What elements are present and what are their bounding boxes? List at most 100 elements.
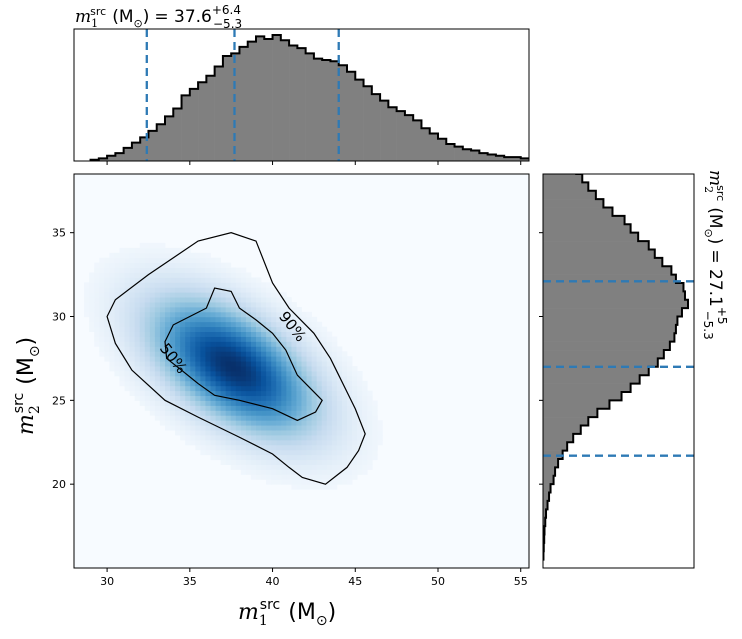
heatmap-cell — [362, 435, 368, 441]
top-hist-bar — [222, 56, 232, 161]
heatmap-cell — [296, 351, 302, 357]
heatmap-cell — [357, 420, 363, 426]
heatmap-cell — [271, 464, 277, 470]
heatmap-cell — [296, 356, 302, 362]
heatmap-cell — [104, 277, 110, 283]
heatmap-cell — [276, 336, 282, 342]
heatmap-cell — [230, 277, 237, 283]
heatmap-cell — [321, 430, 328, 436]
heatmap-cell — [205, 390, 211, 397]
heatmap-cell — [341, 400, 348, 406]
heatmap-cell — [195, 331, 201, 337]
heatmap-cell — [341, 371, 348, 377]
heatmap-cell — [256, 415, 262, 421]
heatmap-cell — [331, 454, 338, 461]
heatmap-cell — [301, 479, 307, 485]
heatmap-cell — [266, 395, 272, 401]
y-tick-label: 25 — [52, 394, 66, 407]
heatmap-cell — [104, 272, 110, 278]
heatmap-cell — [154, 287, 161, 293]
heatmap-cell — [301, 405, 307, 411]
right-hist-bar — [543, 65, 545, 74]
heatmap-cell — [215, 435, 222, 441]
heatmap-cell — [326, 420, 333, 426]
heatmap-cell — [225, 326, 232, 332]
heatmap-cell — [296, 326, 302, 332]
heatmap-cell — [205, 297, 211, 303]
heatmap-cell — [104, 306, 110, 313]
right-hist-bar — [543, 316, 678, 326]
heatmap-cell — [210, 282, 216, 288]
heatmap-cell — [144, 257, 151, 264]
heatmap-cell — [245, 361, 252, 367]
heatmap-cell — [306, 321, 313, 328]
heatmap-cell — [225, 311, 232, 318]
heatmap-cell — [256, 306, 262, 313]
heatmap-cell — [301, 331, 307, 337]
right-hist-bar — [543, 199, 604, 208]
heatmap-cell — [114, 361, 120, 367]
heatmap-cell — [261, 351, 267, 357]
heatmap-cell — [225, 297, 232, 303]
heatmap-cell — [362, 469, 368, 475]
heatmap-cell — [175, 302, 181, 308]
heatmap-cell — [180, 287, 186, 293]
heatmap-cell — [205, 252, 211, 259]
heatmap-cell — [331, 341, 338, 347]
heatmap-cell — [149, 287, 156, 293]
heatmap-cell — [296, 380, 302, 387]
heatmap-cell — [377, 439, 383, 446]
heatmap-cell — [326, 400, 333, 406]
heatmap-cell — [185, 302, 191, 308]
heatmap-cell — [291, 405, 297, 411]
heatmap-cell — [321, 439, 328, 446]
heatmap-cell — [165, 326, 171, 332]
heatmap-cell — [291, 425, 297, 431]
heatmap-cell — [99, 267, 105, 273]
heatmap-cell — [149, 346, 156, 352]
heatmap-cell — [220, 375, 227, 382]
heatmap-cell — [175, 410, 181, 416]
heatmap-cell — [159, 361, 166, 367]
heatmap-cell — [124, 257, 131, 264]
heatmap-cell — [144, 302, 151, 308]
heatmap-cell — [321, 341, 328, 347]
heatmap-cell — [180, 420, 186, 426]
heatmap-cell — [235, 282, 242, 288]
heatmap-cell — [159, 277, 166, 283]
heatmap-cell — [134, 356, 141, 362]
heatmap-cell — [185, 361, 191, 367]
heatmap-cell — [129, 272, 136, 278]
heatmap-cell — [250, 415, 257, 421]
heatmap-cell — [281, 479, 287, 485]
heatmap-cell — [296, 371, 302, 377]
heatmap-cell — [205, 262, 211, 268]
heatmap-cell — [271, 474, 277, 480]
heatmap-cell — [311, 326, 318, 332]
heatmap-cell — [124, 385, 131, 392]
heatmap-cell — [94, 331, 100, 337]
heatmap-cell — [311, 405, 318, 411]
heatmap-cell — [291, 410, 297, 416]
top-hist-bar — [305, 53, 315, 161]
heatmap-cell — [341, 459, 348, 465]
heatmap-cell — [372, 420, 378, 426]
heatmap-cell — [200, 375, 206, 382]
heatmap-cell — [240, 430, 247, 436]
heatmap-cell — [129, 282, 136, 288]
heatmap-cell — [154, 395, 161, 401]
heatmap-cell — [311, 474, 318, 480]
heatmap-cell — [296, 435, 302, 441]
heatmap-cell — [301, 439, 307, 446]
heatmap-cell — [170, 415, 176, 421]
heatmap-cell — [185, 439, 191, 446]
heatmap-cell — [250, 380, 257, 387]
heatmap-cell — [210, 311, 216, 318]
heatmap-cell — [245, 371, 252, 377]
heatmap-cell — [271, 341, 277, 347]
top-hist-bar — [347, 71, 356, 161]
heatmap-cell — [180, 425, 186, 431]
right-hist-bar — [543, 484, 551, 493]
heatmap-cell — [341, 410, 348, 416]
heatmap-cell — [316, 331, 323, 337]
